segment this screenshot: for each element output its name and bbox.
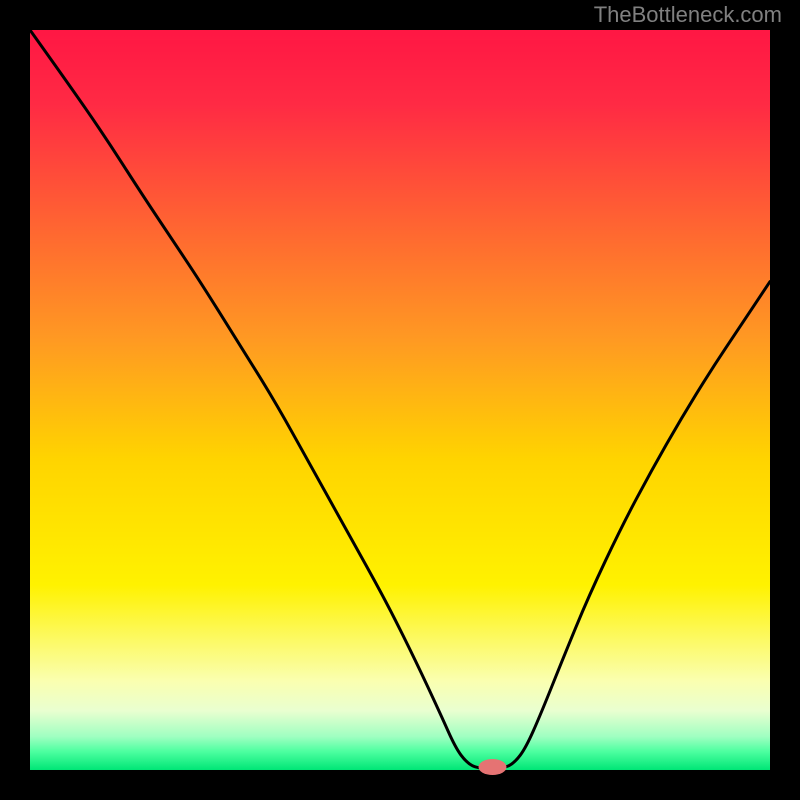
attribution-text: TheBottleneck.com	[594, 2, 782, 27]
plot-area	[30, 30, 770, 770]
optimal-marker	[479, 759, 507, 775]
bottleneck-chart: TheBottleneck.com	[0, 0, 800, 800]
chart-svg: TheBottleneck.com	[0, 0, 800, 800]
